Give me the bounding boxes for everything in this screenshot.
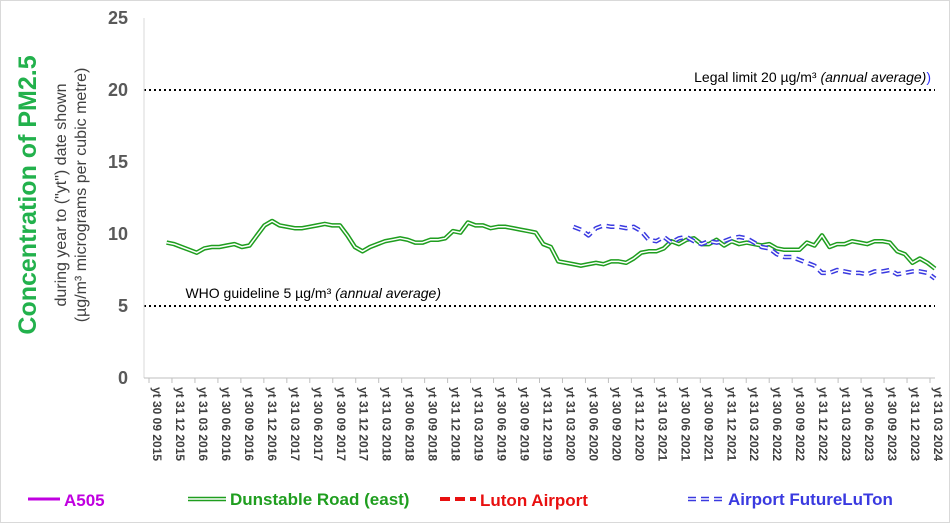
legend-label: Dunstable Road (east) [230,490,409,509]
x-tick-label: yt 30 09 2020 [609,387,623,461]
y-tick-label: 5 [118,296,128,316]
x-tick-label: yt 31 12 2023 [908,387,922,461]
reference-line-label: WHO guideline 5 µg/m³ (annual average) [185,285,441,301]
legend-label: A505 [64,491,105,510]
y-tick-label: 0 [118,368,128,388]
reference-label-note: (annual average) [335,285,441,301]
x-tick-label: yt 30 06 2016 [219,387,233,461]
x-tick-label: yt 30 06 2018 [403,387,417,461]
x-tick-label: yt 31 12 2022 [816,387,830,461]
x-tick-label: yt 30 06 2022 [770,387,784,461]
y-axis-label-line2: (µg/m³ micrograms per cubic metre) [73,68,90,323]
x-tick-label: yt 31 12 2019 [541,387,555,461]
x-tick-label: yt 30 09 2017 [334,387,348,461]
y-axis-label-line1: during year to ("yt") date shown [53,83,70,306]
x-tick-label: yt 31 03 2017 [288,387,302,461]
x-tick-label: yt 31 03 2018 [380,387,394,461]
x-axis: yt 30 09 2015 yt 31 12 2015 yt 31 03 2016 y… [149,378,945,461]
y-tick-label: 20 [108,80,128,100]
x-tick-label: yt 31 03 2022 [747,387,761,461]
x-tick-label: yt 31 12 2018 [449,387,463,461]
y-tick-label: 10 [108,224,128,244]
reference-label-close: ) [926,69,931,85]
y-tick-label: 15 [108,152,128,172]
x-tick-label: yt 31 12 2016 [265,387,279,461]
reference-label-main: Legal limit 20 µg/m³ [694,69,820,85]
x-tick-label: yt 30 09 2019 [518,387,532,461]
reference-label-main: WHO guideline 5 µg/m³ [185,285,335,301]
x-tick-label: yt 31 03 2024 [931,387,945,461]
reference-label-note: (annual average) [820,69,926,85]
x-tick-label: yt 30 09 2021 [701,387,715,461]
x-tick-label: yt 31 03 2020 [563,387,577,461]
x-tick-label: yt 30 09 2023 [885,387,899,461]
x-tick-label: yt 30 06 2020 [586,387,600,461]
x-tick-label: yt 30 06 2023 [862,387,876,461]
x-tick-label: yt 31 12 2020 [632,387,646,461]
x-tick-label: yt 30 06 2021 [678,387,692,461]
x-tick-label: yt 31 03 2023 [839,387,853,461]
x-tick-label: yt 31 12 2017 [357,387,371,461]
x-tick-label: yt 30 06 2019 [495,387,509,461]
x-tick-label: yt 31 03 2021 [655,387,669,461]
x-tick-label: yt 30 09 2016 [242,387,256,461]
x-tick-label: yt 31 12 2021 [724,387,738,461]
x-tick-label: yt 31 12 2015 [173,387,187,461]
x-tick-label: yt 30 09 2015 [150,387,164,461]
x-tick-label: yt 30 06 2017 [311,387,325,461]
x-tick-label: yt 30 09 2018 [426,387,440,461]
x-tick-label: yt 31 03 2016 [196,387,210,461]
legend-label: Airport FutureLuTon [728,490,893,509]
chart-title: Concentration of PM2.5 [14,55,42,334]
legend-label: Luton Airport [480,491,588,510]
y-tick-label: 25 [108,8,128,28]
x-tick-label: yt 30 09 2022 [793,387,807,461]
x-tick-label: yt 31 03 2019 [472,387,486,461]
reference-line-label: Legal limit 20 µg/m³ (annual average)) [694,69,931,85]
